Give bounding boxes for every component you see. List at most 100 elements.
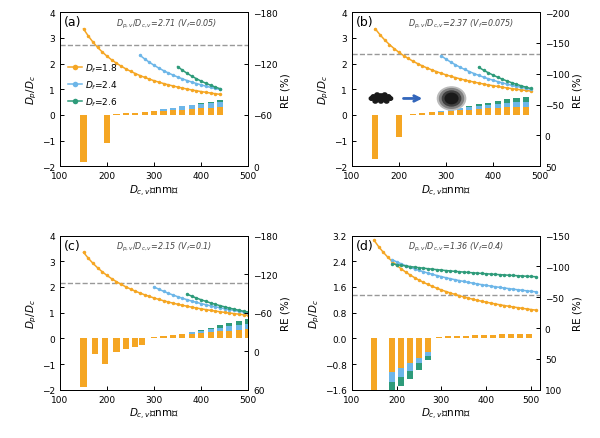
Bar xyxy=(481,336,487,339)
Bar xyxy=(170,109,176,111)
Bar xyxy=(179,110,185,116)
Bar xyxy=(179,334,185,335)
Bar xyxy=(208,332,214,339)
Circle shape xyxy=(375,94,379,97)
Bar xyxy=(170,336,176,339)
Bar xyxy=(407,364,413,371)
Bar xyxy=(160,111,167,116)
Bar xyxy=(494,104,501,109)
Bar xyxy=(198,330,204,331)
Bar xyxy=(514,103,520,108)
Bar xyxy=(179,335,185,339)
Circle shape xyxy=(382,97,387,101)
Bar xyxy=(448,112,454,116)
Circle shape xyxy=(440,89,464,109)
Text: $D_{p,v}/D_{c,v}$=1.36 ($V_f$=0.4): $D_{p,v}/D_{c,v}$=1.36 ($V_f$=0.4) xyxy=(408,241,505,254)
Bar xyxy=(132,113,139,116)
X-axis label: $D_{c,v}$（nm）: $D_{c,v}$（nm） xyxy=(129,406,179,421)
Bar xyxy=(189,332,195,334)
Bar xyxy=(179,107,185,110)
Circle shape xyxy=(371,95,376,99)
Bar xyxy=(523,98,529,102)
Bar xyxy=(416,339,422,358)
Text: (b): (b) xyxy=(356,16,373,29)
Bar xyxy=(494,102,501,104)
Bar xyxy=(485,103,491,106)
Legend: $D_f$=1.8, $D_f$=2.4, $D_f$=2.6: $D_f$=1.8, $D_f$=2.4, $D_f$=2.6 xyxy=(68,62,118,109)
Bar xyxy=(389,339,395,372)
Bar xyxy=(371,339,377,396)
Bar xyxy=(104,116,110,144)
Circle shape xyxy=(373,100,377,104)
Bar xyxy=(198,331,204,333)
Bar xyxy=(198,105,204,109)
Bar xyxy=(425,356,431,360)
Y-axis label: $D_p/D_c$: $D_p/D_c$ xyxy=(25,75,39,105)
Bar xyxy=(245,330,251,339)
Bar xyxy=(245,325,251,330)
Circle shape xyxy=(382,94,387,97)
Bar xyxy=(226,323,232,326)
Text: (d): (d) xyxy=(356,239,373,252)
Bar xyxy=(151,337,157,339)
Bar xyxy=(372,116,379,159)
Circle shape xyxy=(380,98,385,102)
Bar xyxy=(151,112,157,116)
Bar xyxy=(429,113,435,116)
Text: $D_{p,v}/D_{c,v}$=2.37 ($V_f$=0.075): $D_{p,v}/D_{c,v}$=2.37 ($V_f$=0.075) xyxy=(408,18,515,31)
Bar xyxy=(476,106,482,110)
Circle shape xyxy=(437,88,466,111)
Bar xyxy=(217,101,223,103)
Circle shape xyxy=(445,94,458,104)
Circle shape xyxy=(379,100,383,104)
Circle shape xyxy=(379,95,383,98)
Y-axis label: $D_p/D_c$: $D_p/D_c$ xyxy=(316,75,331,105)
Bar xyxy=(170,111,176,116)
Bar xyxy=(189,334,195,339)
Bar xyxy=(208,102,214,104)
Bar xyxy=(208,328,214,329)
Bar xyxy=(476,105,482,106)
Y-axis label: $D_p/D_c$: $D_p/D_c$ xyxy=(308,298,322,328)
X-axis label: $D_{c,v}$（nm）: $D_{c,v}$（nm） xyxy=(421,406,471,421)
Text: $D_{p,v}/D_{c,v}$=2.71 ($V_f$=0.05): $D_{p,v}/D_{c,v}$=2.71 ($V_f$=0.05) xyxy=(116,18,218,31)
Bar xyxy=(208,104,214,109)
Bar xyxy=(123,339,129,350)
Bar xyxy=(504,100,510,103)
Bar xyxy=(494,109,501,116)
Bar xyxy=(198,104,204,105)
Bar xyxy=(217,108,223,116)
Bar xyxy=(132,339,139,347)
Bar xyxy=(80,116,86,163)
Bar xyxy=(151,111,157,112)
Bar xyxy=(245,319,251,325)
Bar xyxy=(508,334,514,339)
Bar xyxy=(236,330,242,339)
Bar xyxy=(407,371,413,379)
Bar xyxy=(523,102,529,108)
Circle shape xyxy=(385,100,389,104)
Bar xyxy=(198,333,204,339)
Bar xyxy=(485,109,491,116)
Bar xyxy=(445,337,451,339)
Bar xyxy=(217,332,223,339)
Bar xyxy=(226,326,232,331)
Bar xyxy=(410,115,416,116)
Y-axis label: $D_p/D_c$: $D_p/D_c$ xyxy=(25,298,39,328)
Bar xyxy=(457,111,463,116)
Bar xyxy=(217,103,223,108)
Bar xyxy=(499,335,505,339)
Bar xyxy=(523,108,529,116)
Bar xyxy=(236,325,242,330)
Bar xyxy=(208,109,214,116)
Circle shape xyxy=(377,96,382,100)
Bar xyxy=(398,368,404,377)
Bar xyxy=(514,99,520,103)
Bar xyxy=(226,331,232,339)
Bar xyxy=(416,364,422,370)
Bar xyxy=(504,108,510,116)
Circle shape xyxy=(442,92,461,107)
Bar xyxy=(504,103,510,108)
Bar xyxy=(123,114,129,116)
Bar xyxy=(490,335,496,339)
